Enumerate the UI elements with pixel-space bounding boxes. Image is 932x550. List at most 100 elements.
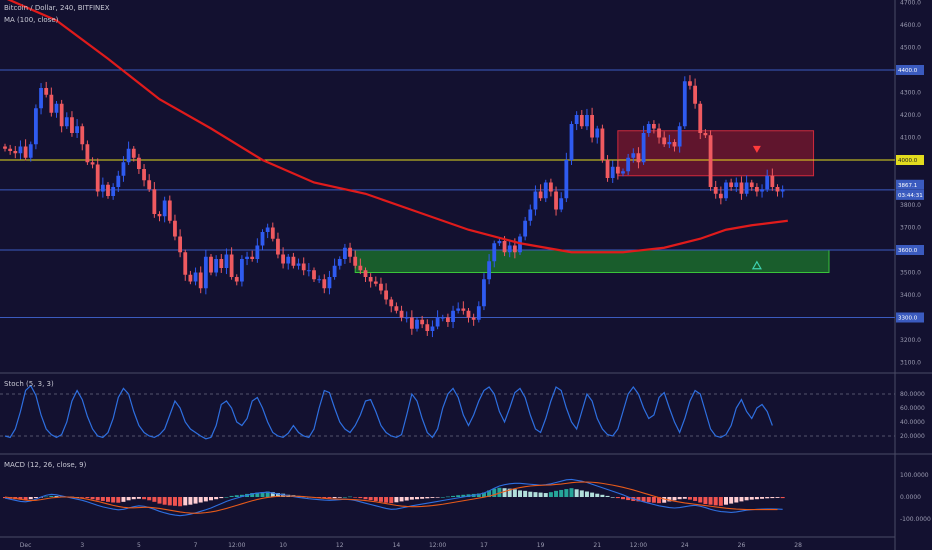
candle[interactable] [147,174,152,192]
candle[interactable] [34,104,38,150]
candle[interactable] [724,179,728,201]
candle[interactable] [296,258,301,270]
candle[interactable] [399,305,404,322]
candle[interactable] [49,87,54,117]
candle[interactable] [214,255,219,277]
candle[interactable] [456,302,461,314]
candle[interactable] [240,255,244,287]
candle[interactable] [389,296,394,313]
candle[interactable] [157,211,162,222]
candle[interactable] [265,223,270,239]
candle[interactable] [755,183,759,197]
candle[interactable] [317,275,322,284]
candle[interactable] [729,178,734,191]
candle[interactable] [569,121,574,165]
candle[interactable] [615,159,620,180]
candle[interactable] [538,184,543,201]
candle[interactable] [487,254,491,285]
candle[interactable] [85,140,90,165]
candle[interactable] [322,274,327,294]
candle[interactable] [198,266,203,294]
candle[interactable] [368,273,373,288]
candle[interactable] [693,78,697,109]
candle[interactable] [739,176,744,200]
candle[interactable] [559,192,564,213]
candle[interactable] [708,130,713,191]
candle[interactable] [116,170,121,192]
candle[interactable] [384,283,388,305]
candle[interactable] [260,229,265,251]
candle[interactable] [476,301,481,323]
candle[interactable] [327,270,332,295]
candle[interactable] [234,274,239,286]
candle[interactable] [409,310,414,335]
candle[interactable] [744,175,749,197]
candle[interactable] [703,129,708,138]
candle[interactable] [162,196,167,223]
candle[interactable] [780,185,785,198]
candle[interactable] [291,252,296,269]
candle[interactable] [600,124,605,163]
candle[interactable] [245,251,249,266]
candle[interactable] [440,314,445,322]
candle[interactable] [106,182,110,199]
candle[interactable] [734,177,739,192]
candle[interactable] [718,186,723,205]
candle[interactable] [373,276,378,287]
candle[interactable] [492,240,497,268]
candle[interactable] [564,152,569,203]
candle[interactable] [425,319,430,336]
candle[interactable] [770,168,775,191]
candle[interactable] [44,81,49,98]
candle[interactable] [337,256,342,270]
candle[interactable] [461,301,466,315]
candle[interactable] [420,315,425,329]
candle[interactable] [646,121,651,137]
candle[interactable] [173,214,177,241]
candle[interactable] [698,101,703,140]
candle[interactable] [760,184,764,198]
candle[interactable] [8,144,13,155]
candle[interactable] [657,123,661,144]
candle[interactable] [605,155,610,182]
candles[interactable] [3,75,785,338]
candle[interactable] [255,238,260,263]
candle[interactable] [270,222,275,242]
candle[interactable] [59,99,64,133]
candle[interactable] [203,249,208,295]
candle[interactable] [404,311,409,323]
candle[interactable] [574,111,579,131]
candle[interactable] [688,75,692,90]
candle[interactable] [131,146,136,162]
candle[interactable] [286,254,291,270]
candle[interactable] [90,157,95,169]
candle[interactable] [229,247,234,280]
candle[interactable] [121,156,126,182]
candle[interactable] [137,153,141,174]
candle[interactable] [518,233,522,255]
candle[interactable] [301,257,306,276]
candle[interactable] [775,184,780,197]
candle[interactable] [482,273,486,311]
candle[interactable] [466,308,471,323]
candle[interactable] [75,119,79,138]
candle[interactable] [621,168,625,177]
candle[interactable] [250,250,255,262]
candle[interactable] [636,147,641,169]
candle[interactable] [54,101,59,118]
candle[interactable] [28,141,33,162]
candle[interactable] [590,107,594,143]
candle[interactable] [142,164,146,187]
candle[interactable] [533,185,538,216]
candle[interactable] [677,122,682,153]
candle[interactable] [579,110,584,129]
candle[interactable] [64,112,69,129]
candle[interactable] [549,178,553,197]
candle[interactable] [80,123,85,151]
candle[interactable] [435,310,440,330]
candle[interactable] [652,120,656,134]
candle[interactable] [507,239,512,258]
candle[interactable] [312,267,316,282]
candle[interactable] [276,232,280,259]
